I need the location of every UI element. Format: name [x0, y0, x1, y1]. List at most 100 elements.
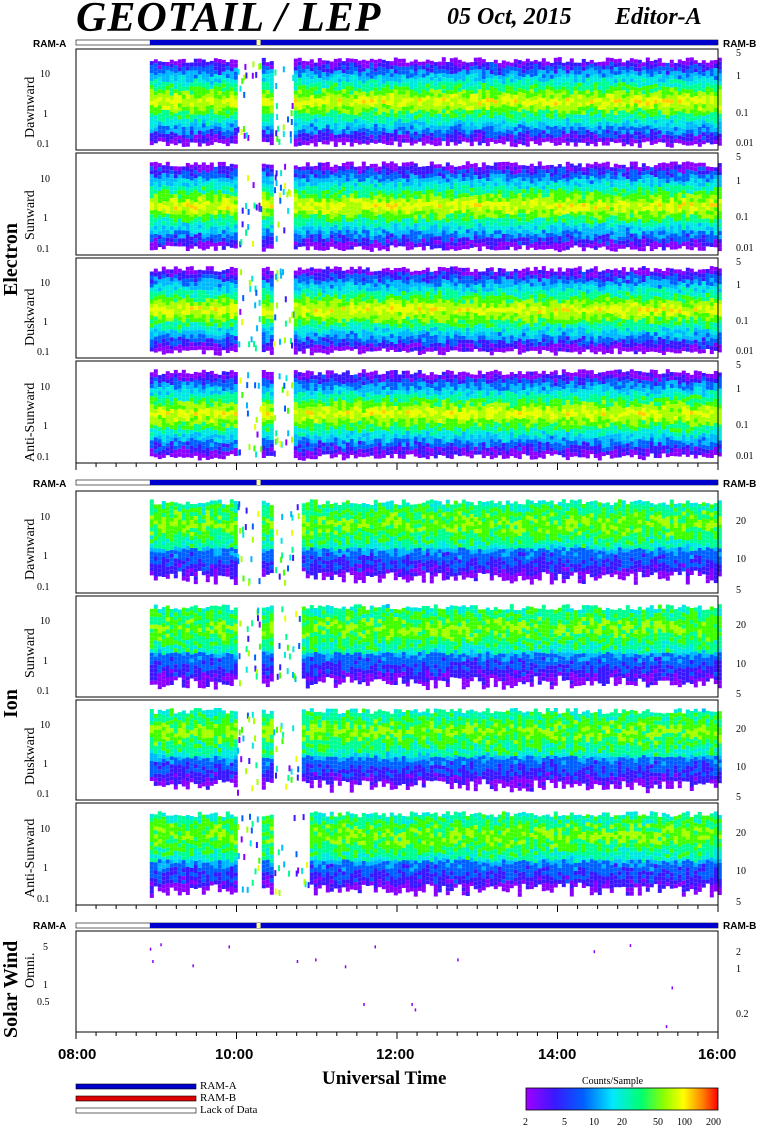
ytick-left-1-2: 0.1 — [37, 244, 50, 255]
ytick-right-6-2: 5 — [736, 792, 741, 803]
panel-frame-0 — [75, 48, 719, 151]
ram-bar-gap-1 — [256, 480, 261, 485]
colorbar-tick-50: 50 — [653, 1117, 663, 1128]
ytick-right-3-0: 5 — [736, 360, 741, 371]
ram-b-tag-ion: RAM-B — [723, 479, 756, 490]
date-label: 05 Oct, 2015 — [447, 4, 572, 31]
ytick-right-1-2: 0.1 — [736, 212, 749, 223]
colorbar-tick-10: 10 — [589, 1117, 599, 1128]
legend-label-ram-b: RAM-B — [200, 1092, 236, 1104]
ram-bar-a-1 — [149, 480, 718, 485]
ytick-left-4-2: 0.1 — [37, 582, 50, 593]
ytick-left-solar-1: 1 — [43, 980, 48, 991]
solar-point-11 — [414, 1008, 417, 1012]
ytick-right-4-1: 10 — [736, 554, 746, 565]
solar-point-7 — [344, 965, 347, 969]
x-axis-label: Universal Time — [322, 1068, 446, 1090]
legend-swatch-ram-a — [75, 1083, 197, 1090]
editor-label: Editor-A — [615, 4, 702, 31]
ytick-right-3-2: 0.1 — [736, 420, 749, 431]
colorbar-tick-20: 20 — [617, 1117, 627, 1128]
ytick-left-solar-0: 5 — [43, 942, 48, 953]
ytick-right-1-1: 1 — [736, 176, 741, 187]
x-ticks-ion — [75, 905, 719, 912]
colorbar-tick-2: 2 — [523, 1117, 528, 1128]
solar-point-2 — [160, 943, 162, 947]
ytick-left-6-2: 0.1 — [37, 789, 50, 800]
ytick-left-3-1: 1 — [43, 421, 48, 432]
ytick-right-2-3: 0.01 — [736, 346, 754, 357]
ytick-left-0-1: 1 — [43, 109, 48, 120]
ytick-right-4-2: 5 — [736, 585, 741, 596]
ytick-right-3-1: 1 — [736, 384, 741, 395]
ytick-right-1-3: 0.01 — [736, 243, 754, 254]
x-tick-1400: 14:00 — [538, 1046, 576, 1063]
solar-point-4 — [228, 945, 230, 949]
ytick-right-5-1: 10 — [736, 659, 746, 670]
ram-b-tag-electron: RAM-B — [723, 39, 756, 50]
colorbar-tick-5: 5 — [562, 1117, 567, 1128]
colorbar-tick-200: 200 — [706, 1117, 721, 1128]
colorbar-tick-100: 100 — [677, 1117, 692, 1128]
ytick-left-5-0: 10 — [40, 616, 50, 627]
ytick-left-2-1: 1 — [43, 317, 48, 328]
x-tick-1000: 10:00 — [215, 1046, 253, 1063]
ytick-right-0-2: 0.1 — [736, 108, 749, 119]
ytick-left-0-2: 0.1 — [37, 139, 50, 150]
heatmap-panel-4 — [149, 499, 722, 586]
ytick-left-4-0: 10 — [40, 512, 50, 523]
ytick-left-7-0: 10 — [40, 824, 50, 835]
ytick-left-7-2: 0.1 — [37, 894, 50, 905]
ytick-left-3-0: 10 — [40, 382, 50, 393]
solar-point-3 — [192, 964, 194, 968]
page-title: GEOTAIL / LEP — [76, 0, 381, 42]
solar-point-9 — [374, 945, 376, 949]
panel-frame-1 — [75, 152, 719, 256]
solar-point-6 — [315, 958, 317, 962]
ytick-right-2-2: 0.1 — [736, 316, 749, 327]
ytick-right-7-1: 10 — [736, 866, 746, 877]
x-ticks-solar — [75, 1032, 719, 1039]
ram-a-tag-solar: RAM-A — [33, 921, 66, 932]
ram-bar-gap-0 — [256, 40, 261, 45]
heatmap-panel-1 — [149, 161, 722, 253]
panel-frame-5 — [75, 595, 719, 698]
legend-swatch-ram-b — [75, 1095, 197, 1102]
ram-bar-gap-2 — [256, 923, 261, 928]
solar-point-10 — [411, 1003, 413, 1006]
ytick-left-5-1: 1 — [43, 656, 48, 667]
solar-point-0 — [149, 947, 152, 951]
ram-b-tag-solar: RAM-B — [723, 921, 756, 932]
ytick-right-2-1: 1 — [736, 280, 741, 291]
ytick-left-0-0: 10 — [40, 69, 50, 80]
x-tick-1600: 16:00 — [698, 1046, 736, 1063]
solar-point-5 — [296, 960, 299, 963]
ytick-left-solar-2: 0.5 — [37, 997, 50, 1008]
colorbar — [525, 1087, 719, 1111]
ytick-right-5-0: 20 — [736, 620, 746, 631]
ytick-left-6-1: 1 — [43, 759, 48, 770]
ytick-left-5-2: 0.1 — [37, 686, 50, 697]
ytick-right-0-1: 1 — [736, 71, 741, 82]
ram-bar-a-0 — [149, 40, 718, 45]
heatmap-panel-2 — [149, 266, 722, 356]
ytick-right-5-2: 5 — [736, 689, 741, 700]
panel-frame-6 — [75, 699, 719, 801]
ytick-right-6-0: 20 — [736, 724, 746, 735]
ytick-right-0-3: 0.01 — [736, 138, 754, 149]
ram-a-tag-electron: RAM-A — [33, 39, 66, 50]
heatmap-panel-7 — [149, 811, 722, 898]
ytick-right-7-2: 5 — [736, 897, 741, 908]
ytick-right-7-0: 20 — [736, 828, 746, 839]
ytick-right-solar-0: 2 — [736, 947, 741, 958]
ytick-right-solar-2: 0.2 — [736, 1009, 749, 1020]
heatmap-panel-5 — [149, 604, 722, 690]
colorbar-title: Counts/Sample — [582, 1076, 643, 1087]
ram-a-tag-ion: RAM-A — [33, 479, 66, 490]
panel-frame-solar — [75, 930, 719, 1033]
heatmap-panel-0 — [149, 57, 722, 148]
ytick-right-3-3: 0.01 — [736, 451, 754, 462]
solar-point-8 — [363, 1003, 365, 1006]
solar-point-15 — [665, 1025, 668, 1029]
